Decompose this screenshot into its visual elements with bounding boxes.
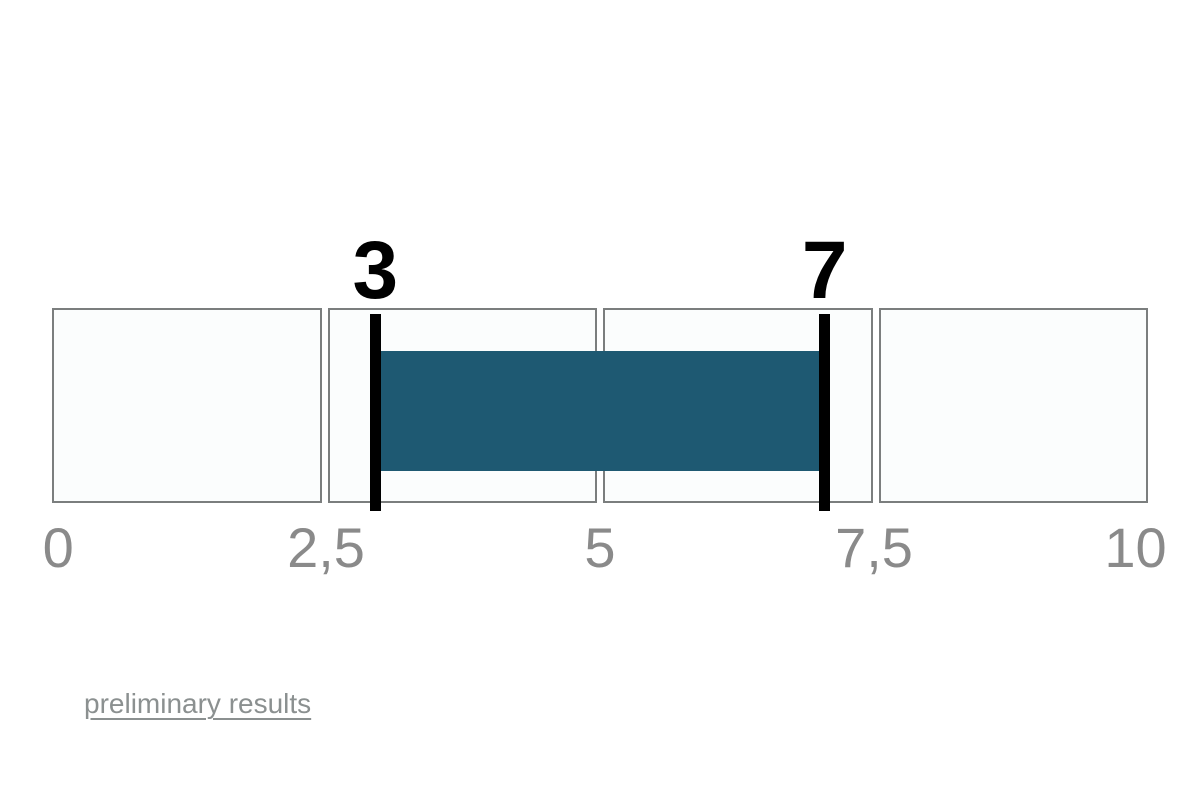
axis-tick-labels: 0 2,5 5 7,5 10 [43,516,1167,592]
range-chart: 3 7 [52,230,1148,511]
high-value-label: 7 [801,225,848,316]
range-bar [380,351,820,471]
axis-segment [878,308,1148,503]
axis-tick-label: 0 [42,516,74,579]
axis-tick-label: 7,5 [835,516,913,579]
axis-tick-label: 10 [1104,516,1167,579]
axis-tick-label: 2,5 [287,516,365,579]
low-marker [369,314,381,511]
preliminary-results-link[interactable]: preliminary results [84,688,312,719]
low-value-label: 3 [352,225,399,316]
axis-tick-label: 5 [584,516,616,579]
axis-segment [52,308,322,503]
high-marker [819,314,831,511]
